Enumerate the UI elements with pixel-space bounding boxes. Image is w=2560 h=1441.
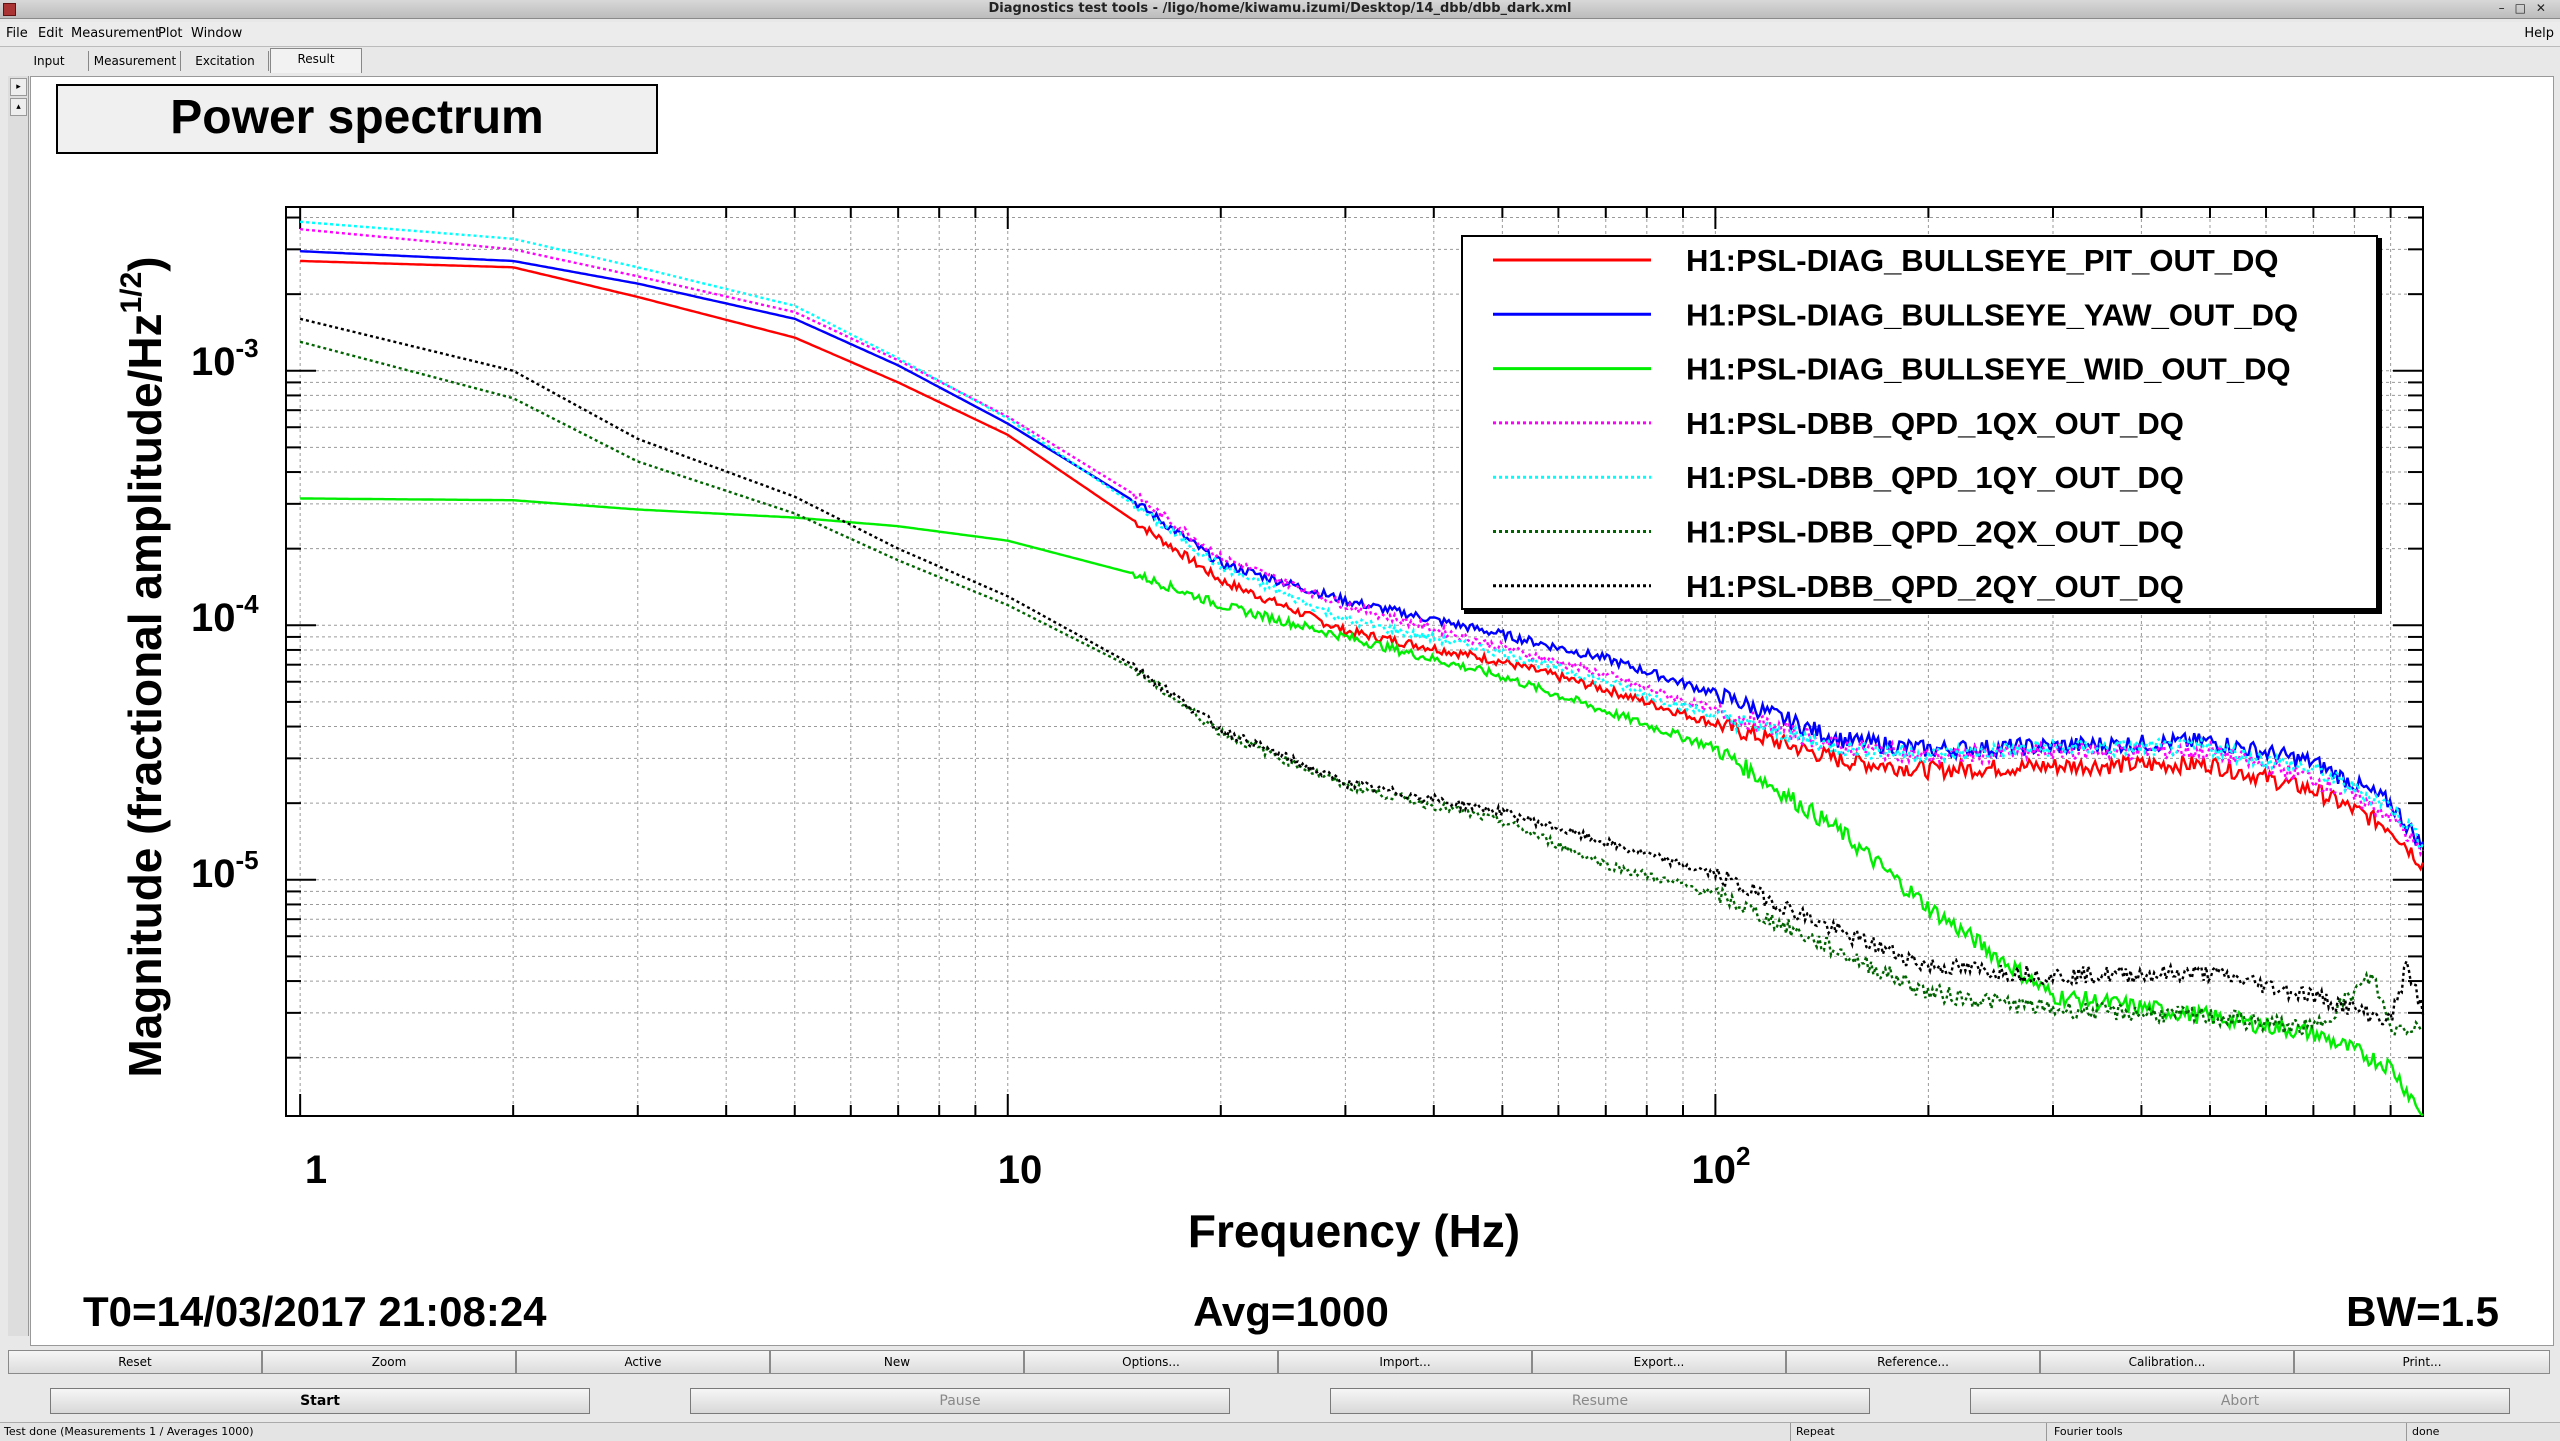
x-tick-label-100: 102 — [1692, 1141, 1751, 1192]
status-tools: Fourier tools — [2054, 1425, 2123, 1438]
menu-file[interactable]: File — [6, 26, 28, 41]
pause-button[interactable]: Pause — [690, 1388, 1230, 1414]
menu-plot[interactable]: Plot — [158, 26, 183, 41]
y-tick-label-1e-3: 10-3 — [191, 333, 259, 384]
abort-button[interactable]: Abort — [1970, 1388, 2510, 1414]
menu-edit[interactable]: Edit — [38, 26, 64, 41]
menu-window[interactable]: Window — [191, 26, 243, 41]
plot-canvas[interactable]: Power spectrum 1 10 102 10-3 10-4 10-5 F… — [30, 76, 2554, 1346]
series-line-6 — [299, 317, 2425, 1027]
legend-label-3: H1:PSL-DBB_QPD_1QX_OUT_DQ — [1686, 406, 2184, 441]
series-line-3 — [300, 228, 2425, 858]
series-line-2 — [300, 497, 2424, 1117]
window-menu-icon[interactable] — [3, 3, 16, 16]
legend-label-5: H1:PSL-DBB_QPD_2QX_OUT_DQ — [1686, 515, 2184, 550]
y-axis-label: Magnitude (fractional amplitude/Hz1/2) — [115, 256, 171, 1077]
x-tick-label-10: 10 — [998, 1148, 1043, 1192]
series-line-0 — [300, 259, 2425, 872]
plot-svg[interactable]: Power spectrum 1 10 102 10-3 10-4 10-5 F… — [31, 77, 2553, 1345]
legend-label-1: H1:PSL-DIAG_BULLSEYE_YAW_OUT_DQ — [1686, 297, 2298, 332]
y-tick-label-1e-4: 10-4 — [191, 589, 259, 640]
status-state: done — [2412, 1425, 2440, 1438]
tab-input[interactable]: Input — [10, 51, 89, 71]
y-tick-label-1e-5: 10-5 — [191, 845, 259, 896]
start-button[interactable]: Start — [50, 1388, 590, 1414]
legend-shadow-bottom — [1464, 609, 2382, 614]
active-button[interactable]: Active — [516, 1350, 770, 1374]
window-controls[interactable]: –□✕ — [2498, 1, 2556, 15]
window-title: Diagnostics test tools - /ligo/home/kiwa… — [988, 1, 1572, 16]
tab-bar: Input Measurement Excitation Result — [0, 48, 2560, 74]
legend-label-2: H1:PSL-DIAG_BULLSEYE_WID_OUT_DQ — [1686, 352, 2291, 387]
legend-label-4: H1:PSL-DBB_QPD_1QY_OUT_DQ — [1686, 460, 2184, 495]
window-titlebar: Diagnostics test tools - /ligo/home/kiwa… — [0, 0, 2560, 19]
reset-button[interactable]: Reset — [8, 1350, 262, 1374]
x-axis-label: Frequency (Hz) — [1188, 1205, 1520, 1257]
title-box — [56, 84, 658, 154]
scroll-strip[interactable]: ▸ ▴ — [8, 76, 29, 1336]
series-group — [299, 220, 2425, 1117]
status-repeat: Repeat — [1796, 1425, 1835, 1438]
axis-ticks — [286, 207, 2423, 1116]
tab-measurement[interactable]: Measurement — [90, 51, 181, 71]
status-bar: Test done (Measurements 1 / Averages 100… — [0, 1422, 2560, 1441]
legend-shadow — [2377, 238, 2382, 613]
series-line-4 — [300, 220, 2425, 851]
calibration-button[interactable]: Calibration... — [2040, 1350, 2294, 1374]
avg-label: Avg=1000 — [1193, 1288, 1389, 1335]
menubar: File Edit Measurement Plot Window Help — [0, 22, 2560, 47]
arrow-up-icon[interactable]: ▴ — [10, 98, 27, 116]
tab-excitation[interactable]: Excitation — [182, 51, 269, 71]
reference-button[interactable]: Reference... — [1786, 1350, 2040, 1374]
bw-label: BW=1.5 — [2346, 1288, 2499, 1335]
legend-label-6: H1:PSL-DBB_QPD_2QY_OUT_DQ — [1686, 569, 2184, 604]
menu-help[interactable]: Help — [2524, 26, 2554, 41]
legend-label-0: H1:PSL-DIAG_BULLSEYE_PIT_OUT_DQ — [1686, 243, 2279, 278]
plot-control-bar: Reset Zoom Active New Options... Import.… — [8, 1350, 2553, 1374]
options-button[interactable]: Options... — [1024, 1350, 1278, 1374]
measurement-control-bar: Start Pause Resume Abort — [0, 1388, 2560, 1418]
t0-label: T0=14/03/2017 21:08:24 — [83, 1288, 547, 1335]
print-button[interactable]: Print... — [2294, 1350, 2550, 1374]
plot-title: Power spectrum — [170, 91, 543, 144]
arrow-right-icon[interactable]: ▸ — [10, 78, 27, 96]
x-tick-label-1: 1 — [305, 1148, 327, 1192]
menu-measurement[interactable]: Measurement — [71, 26, 161, 41]
new-button[interactable]: New — [770, 1350, 1024, 1374]
import-button[interactable]: Import... — [1278, 1350, 1532, 1374]
legend: H1:PSL-DIAG_BULLSEYE_PIT_OUT_DQ H1:PSL-DI… — [1461, 235, 2382, 614]
zoom-button[interactable]: Zoom — [262, 1350, 516, 1374]
resume-button[interactable]: Resume — [1330, 1388, 1870, 1414]
tab-result[interactable]: Result — [270, 48, 362, 73]
status-message: Test done (Measurements 1 / Averages 100… — [4, 1425, 254, 1438]
export-button[interactable]: Export... — [1532, 1350, 1786, 1374]
